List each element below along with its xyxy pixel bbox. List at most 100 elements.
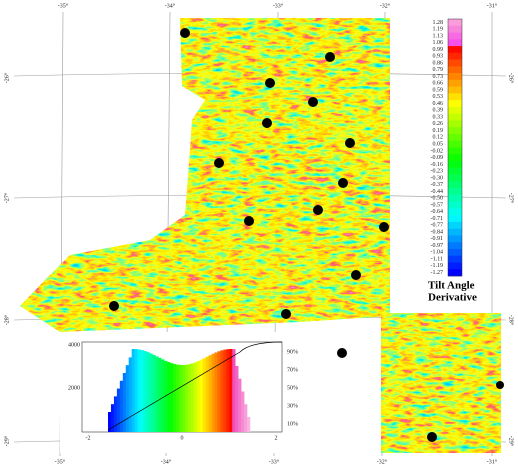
station — [496, 381, 504, 389]
station — [180, 28, 190, 38]
color-bar-step — [448, 256, 462, 263]
legend-label: -0.77 — [431, 223, 444, 229]
legend-label: -1.19 — [431, 263, 444, 269]
histogram-bin — [229, 349, 232, 432]
color-bar-step — [448, 39, 462, 46]
legend-label: -0.37 — [431, 182, 444, 188]
histogram-bin — [247, 417, 250, 432]
graticule-label: -31° — [487, 458, 498, 465]
color-bar-step — [448, 141, 462, 148]
color-bar-step — [448, 202, 462, 209]
color-bar-step — [448, 26, 462, 33]
graticule-label: -33° — [273, 2, 284, 9]
histogram-axis-label: 30% — [287, 403, 298, 409]
legend-label: -0.57 — [431, 202, 444, 208]
legend-label: 0.39 — [433, 108, 444, 114]
legend-label: 0.79 — [433, 67, 444, 73]
legend-label: -1.11 — [431, 256, 443, 262]
legend-label: -0.23 — [431, 169, 444, 175]
color-bar-step — [448, 66, 462, 73]
histogram-bin — [146, 352, 149, 432]
histogram-bin — [155, 356, 158, 432]
histogram-bin — [235, 366, 238, 432]
histogram-bin — [129, 357, 132, 432]
histogram-bin — [182, 365, 185, 432]
station — [379, 222, 389, 232]
station — [337, 348, 347, 358]
station — [265, 78, 275, 88]
legend-label: -1.04 — [431, 250, 444, 256]
color-bar-step — [448, 235, 462, 242]
color-bar-step — [448, 222, 462, 229]
color-bar-step — [448, 262, 462, 269]
histogram-bin — [114, 396, 117, 432]
histogram-axis-label: 70% — [287, 367, 298, 373]
histogram-bin — [144, 351, 147, 432]
histogram-bin — [200, 360, 203, 432]
histogram-bin — [238, 379, 241, 432]
histogram-axis-label: 90% — [287, 349, 298, 355]
histogram-bin — [241, 391, 244, 432]
graticule-label: -29° — [3, 435, 10, 446]
color-bar-step — [448, 114, 462, 121]
histogram-bin — [135, 349, 138, 432]
legend-label: 1.06 — [433, 40, 444, 46]
graticule-label: -29° — [508, 436, 515, 447]
legend-label: 0.33 — [433, 114, 444, 120]
histogram-bin — [170, 363, 173, 432]
legend-label: 1.13 — [433, 33, 444, 39]
graticule-label: -35° — [55, 458, 66, 465]
graticule-label: -27° — [3, 192, 10, 203]
color-bar-step — [448, 148, 462, 155]
histogram-bin — [141, 350, 144, 432]
color-bar-step — [448, 161, 462, 168]
legend-label: -0.09 — [431, 155, 444, 161]
color-bar-step — [448, 87, 462, 94]
station — [109, 301, 119, 311]
histogram-bin — [161, 359, 164, 432]
legend-label: 1.28 — [433, 20, 444, 26]
legend-label: 1.19 — [433, 27, 444, 33]
legend-label: -0.71 — [431, 216, 444, 222]
histogram-bin — [149, 353, 152, 432]
legend-label: 0.99 — [433, 47, 444, 53]
graticule-label: -31° — [487, 2, 498, 9]
graticule-label: -26° — [3, 72, 10, 83]
histogram-bin — [123, 373, 126, 432]
histogram-bin — [191, 363, 194, 432]
color-bar-step — [448, 33, 462, 40]
histogram-bin — [158, 358, 161, 432]
legend-label: -0.97 — [431, 243, 444, 249]
graticule-label: -28° — [508, 315, 515, 326]
station — [281, 309, 291, 319]
legend-label: 0.73 — [433, 74, 444, 80]
station — [214, 158, 224, 168]
station — [427, 432, 437, 442]
legend-label: 0.66 — [433, 81, 444, 87]
graticule-label: -26° — [508, 73, 515, 84]
color-bar-step — [448, 269, 462, 276]
histogram-axis-label: 2 — [275, 435, 278, 441]
station — [338, 178, 348, 188]
histogram-axis-label: -2 — [86, 435, 91, 441]
legend-label: -0.16 — [431, 162, 444, 168]
color-bar-step — [448, 229, 462, 236]
histogram-bin — [232, 349, 235, 432]
color-bar-step — [448, 195, 462, 202]
graticule-label: -32° — [377, 458, 388, 465]
legend-label: -0.50 — [431, 196, 444, 202]
histogram-bin — [176, 365, 179, 432]
color-bar-step — [448, 93, 462, 100]
histogram-bin — [206, 357, 209, 432]
histogram-axis-label: 50% — [287, 385, 298, 391]
histogram-bin — [223, 350, 226, 432]
histogram-axis-label: 0 — [181, 435, 184, 441]
legend-label: 0.19 — [433, 128, 444, 134]
histogram-bin — [203, 358, 206, 432]
graticule-label: -33° — [269, 458, 280, 465]
color-bar-step — [448, 175, 462, 182]
histogram-bin — [226, 349, 229, 432]
station — [325, 52, 335, 62]
graticule-label: -35° — [58, 2, 69, 9]
legend-label: 0.05 — [433, 141, 444, 147]
